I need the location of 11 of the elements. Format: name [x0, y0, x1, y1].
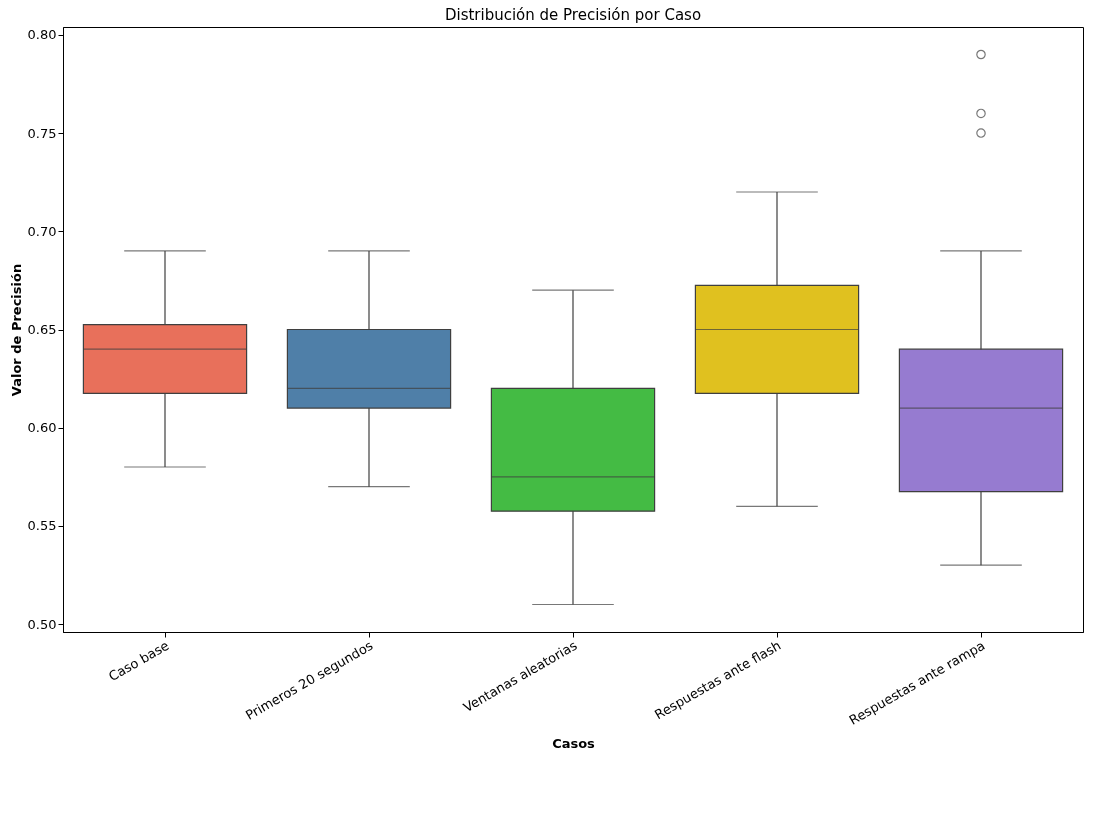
y-tick-label: 0.75 [27, 125, 57, 141]
x-tick-label: Caso base [106, 637, 172, 685]
y-tick-label: 0.65 [27, 322, 57, 337]
y-tick-label: 0.70 [27, 223, 57, 239]
y-tick-label: 0.55 [27, 518, 57, 534]
y-tick-label: 0.80 [27, 27, 57, 43]
y-tick-label: 0.60 [27, 420, 57, 436]
x-axis-title: Casos [552, 735, 596, 751]
y-tick-label: 0.50 [27, 616, 57, 632]
y-axis-title: Valor de Precisión [8, 263, 24, 397]
chart-title: Distribución de Precisión por Caso [444, 6, 702, 24]
